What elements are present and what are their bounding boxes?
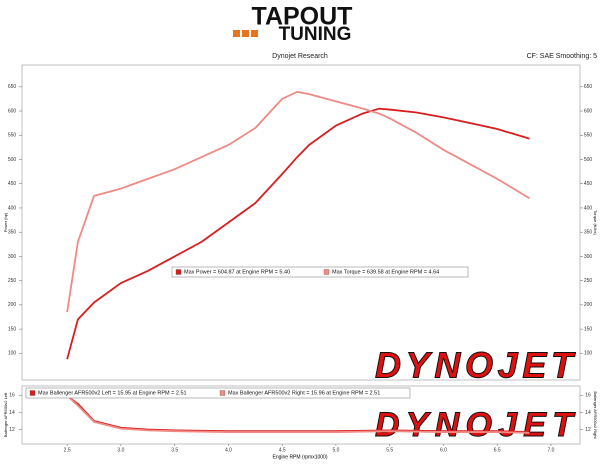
x-tick-label: 7.0 <box>547 447 554 453</box>
y-tick-label: 14 <box>9 410 15 416</box>
y-tick-label: 400 <box>8 205 17 211</box>
x-tick-label: 5.0 <box>332 447 339 453</box>
legend-label: Max Ballenger AFR500v2 Right = 15.96 at … <box>228 390 380 396</box>
watermark: DYNOJET <box>375 406 576 444</box>
subtitle: Dynojet Research <box>272 53 328 60</box>
logo-bottom: TUNING <box>279 24 352 45</box>
x-tick-label: 6.0 <box>440 447 447 453</box>
legend-box <box>25 387 411 399</box>
y2-axis-label: Ballenger AFR500v2 Right <box>593 391 598 439</box>
y2-tick-label: 600 <box>584 108 593 114</box>
x-tick-label: 2.5 <box>64 447 71 453</box>
y2-tick-label: 16 <box>585 393 591 399</box>
x-tick-label: 4.0 <box>225 447 232 453</box>
x-tick-label: 5.5 <box>386 447 393 453</box>
y2-tick-label: 300 <box>584 254 593 260</box>
y2-tick-label: 350 <box>584 230 593 236</box>
logo-square <box>242 30 249 37</box>
y2-tick-label: 14 <box>585 410 591 416</box>
legend-swatch <box>219 390 226 396</box>
y2-tick-label: 650 <box>584 84 593 90</box>
y-tick-label: 250 <box>8 278 17 284</box>
logo-square <box>251 30 258 37</box>
y-tick-label: 550 <box>8 133 17 139</box>
x-tick-label: 3.0 <box>117 447 124 453</box>
y2-tick-label: 200 <box>584 302 593 308</box>
y-tick-label: 450 <box>8 181 17 187</box>
logo-square <box>233 30 240 37</box>
y-tick-label: 100 <box>8 351 17 357</box>
x-tick-label: 4.5 <box>279 447 286 453</box>
legend-swatch <box>29 390 36 396</box>
legend-label: Max Power = 604.87 at Engine RPM = 5.40 <box>184 269 290 275</box>
y-tick-label: 150 <box>8 326 17 332</box>
x-tick-label: 6.5 <box>494 447 501 453</box>
y-tick-label: 350 <box>8 230 17 236</box>
x-axis-label: Engine RPM (rpmx1000) <box>272 454 327 460</box>
y-tick-label: 16 <box>9 393 15 399</box>
series-line <box>66 90 530 313</box>
y2-tick-label: 150 <box>584 326 593 332</box>
y-axis-label: Ballenger AFR500v2 Left <box>3 392 8 437</box>
y-tick-label: 300 <box>8 254 17 260</box>
y2-tick-label: 500 <box>584 157 593 163</box>
y-axis-label: Power (hp) <box>3 212 8 232</box>
legend-box <box>171 266 469 278</box>
y-tick-label: 650 <box>8 84 17 90</box>
y-tick-label: 12 <box>9 427 15 433</box>
y2-tick-label: 550 <box>584 133 593 139</box>
y-tick-label: 200 <box>8 302 17 308</box>
plot-area <box>21 64 581 381</box>
logo-top: TAPOUT <box>252 3 353 31</box>
legend-label: Max Ballenger AFR500v2 Left = 15.95 at E… <box>38 390 187 396</box>
legend-swatch <box>175 269 182 275</box>
series-line <box>66 107 530 360</box>
x-tick-label: 3.5 <box>171 447 178 453</box>
y-tick-label: 500 <box>8 157 17 163</box>
y2-tick-label: 100 <box>584 351 593 357</box>
settings: CF: SAE Smoothing: 5 <box>527 53 598 60</box>
y2-tick-label: 250 <box>584 278 593 284</box>
legend-label: Max Torque = 639.58 at Engine RPM = 4.64 <box>332 269 439 275</box>
y2-tick-label: 12 <box>585 427 591 433</box>
legend-swatch <box>323 269 330 275</box>
y2-tick-label: 450 <box>584 181 593 187</box>
y2-axis-label: Torque (ft-lbs) <box>593 210 598 235</box>
y2-tick-label: 400 <box>584 205 593 211</box>
watermark: DYNOJET <box>375 345 576 386</box>
y-tick-label: 600 <box>8 108 17 114</box>
series-line <box>66 395 530 434</box>
